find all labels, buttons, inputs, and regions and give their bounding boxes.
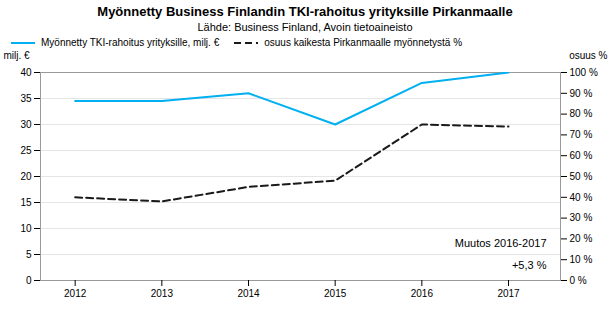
html-text:osuus kaikesta Pirkanmaalle my: osuus kaikesta Pirkanmaalle myönnetystä …	[264, 37, 463, 48]
svg-text:30: 30	[20, 119, 32, 130]
svg-text:30 %: 30 %	[570, 212, 593, 223]
svg-text:80 %: 80 %	[570, 108, 593, 119]
svg-text:70 %: 70 %	[570, 129, 593, 140]
svg-text:90 %: 90 %	[570, 88, 593, 99]
svg-text:50 %: 50 %	[570, 171, 593, 182]
svg-text:25: 25	[20, 145, 32, 156]
svg-text:0 %: 0 %	[570, 275, 587, 286]
svg-text:20: 20	[20, 171, 32, 182]
svg-text:10 %: 10 %	[570, 254, 593, 265]
svg-text:2015: 2015	[324, 288, 347, 299]
svg-text:2012: 2012	[64, 288, 87, 299]
svg-text:Muutos 2016-2017+5,3 %: Muutos 2016-2017+5,3 %	[455, 237, 547, 271]
svg-text:60 %: 60 %	[570, 150, 593, 161]
svg-text:2016: 2016	[411, 288, 434, 299]
svg-text:15: 15	[20, 197, 32, 208]
svg-text:0: 0	[26, 275, 32, 286]
svg-text:10: 10	[20, 223, 32, 234]
svg-text:40 %: 40 %	[570, 192, 593, 203]
html-text:Lähde: Business Finland, Avoin: Lähde: Business Finland, Avoin tietoaine…	[197, 21, 413, 33]
svg-text:osuus %: osuus %	[569, 50, 607, 61]
html-text:Myönnetty Business Finlandin T: Myönnetty Business Finlandin TKI-rahoitu…	[97, 4, 513, 19]
html-text:Myönnetty TKI-rahoitus yrityks: Myönnetty TKI-rahoitus yrityksille, milj…	[41, 37, 220, 48]
svg-text:2013: 2013	[151, 288, 174, 299]
svg-text:milj. €: milj. €	[4, 50, 31, 61]
svg-text:5: 5	[26, 249, 32, 260]
svg-text:2017: 2017	[497, 288, 520, 299]
svg-text:35: 35	[20, 93, 32, 104]
svg-text:20 %: 20 %	[570, 233, 593, 244]
svg-text:40: 40	[20, 67, 32, 78]
svg-text:100 %: 100 %	[570, 67, 598, 78]
svg-text:2014: 2014	[237, 288, 260, 299]
